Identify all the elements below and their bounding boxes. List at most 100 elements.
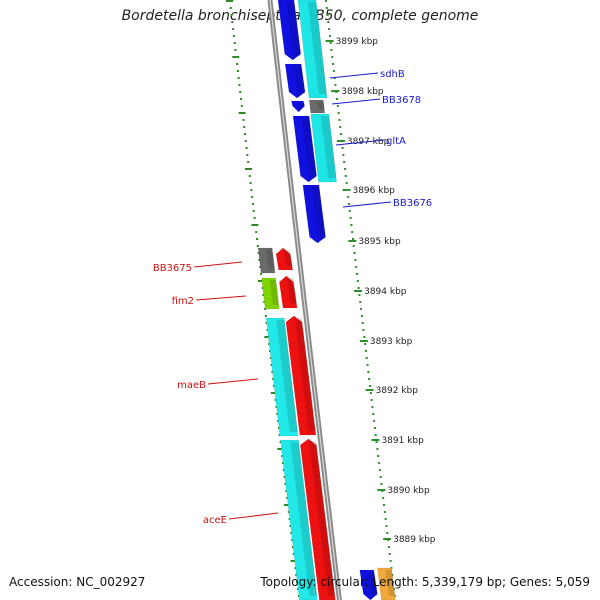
inner-tick: [266, 329, 269, 331]
inner-tick: [255, 231, 258, 233]
outer-tick: [348, 210, 351, 212]
outer-tick: [359, 301, 362, 303]
inner-tick: [268, 343, 271, 345]
outer-tick: [332, 63, 335, 65]
kbp-label: 3890 kbp: [387, 486, 430, 496]
outer-tick: [347, 203, 350, 205]
rna-feature: [261, 277, 280, 310]
outer-tick: [354, 259, 357, 261]
outer-tick: [367, 371, 370, 373]
outer-tick: [364, 343, 367, 345]
forward-feature-shade: [307, 2, 328, 94]
inner-tick: [277, 427, 280, 429]
outer-tick: [366, 364, 369, 366]
outer-tick: [360, 315, 363, 317]
forward-cds: [292, 115, 317, 183]
outer-tick: [363, 336, 366, 338]
kbp-label: 3892 kbp: [376, 386, 419, 396]
gene-leader-line: [228, 512, 279, 520]
kbp-dash: [365, 389, 374, 391]
inner-tick: [250, 189, 253, 191]
outer-tick: [332, 70, 335, 72]
kbp-dash: [336, 140, 345, 142]
outer-tick: [334, 84, 337, 86]
gene-label-bb3675: BB3675: [153, 263, 192, 274]
outer-tick: [374, 434, 377, 436]
forward-cds-shade: [297, 103, 305, 108]
kbp-dash: [383, 538, 392, 540]
outer-tick: [371, 406, 374, 408]
outer-tick: [378, 462, 381, 464]
topology-text: Topology: circular; Length: 5,339,179 bp…: [260, 575, 590, 589]
outer-tick: [329, 42, 332, 44]
inner-tick: [233, 42, 236, 44]
gene-label-fim2: fim2: [172, 296, 194, 307]
inner-tick: [251, 203, 254, 205]
outer-tick: [347, 196, 350, 198]
kbp-dash: [359, 340, 368, 342]
reverse-cds-shade: [283, 250, 293, 266]
forward-cds: [302, 184, 326, 244]
inner-tick: [232, 28, 235, 30]
inner-tick: [282, 469, 285, 471]
inner-tick: [248, 175, 251, 177]
outer-tick: [388, 553, 391, 555]
outer-tick: [327, 21, 330, 23]
outer-tick: [336, 98, 339, 100]
reverse-cds: [275, 247, 294, 271]
forward-cds: [284, 63, 306, 99]
inner-tick: [252, 210, 255, 212]
kbp-label: 3896 kbp: [352, 186, 395, 196]
inner-tick: [281, 455, 284, 457]
outer-tick: [355, 266, 358, 268]
outer-tick: [382, 497, 385, 499]
kbp-dash: [331, 90, 340, 92]
inner-tick: [295, 574, 298, 576]
gene-label-acee: aceE: [203, 515, 227, 526]
outer-tick: [361, 322, 364, 324]
forward-cds: [359, 569, 378, 600]
rna-feature-shade: [269, 280, 280, 305]
forward-feature: [310, 113, 337, 183]
inner-tick: [269, 357, 272, 359]
outer-tick: [380, 483, 383, 485]
outer-tick: [325, 0, 327, 2]
inner-tick: [259, 266, 262, 268]
inner-tick: [253, 217, 256, 219]
rna-feature: [377, 567, 396, 600]
outer-tick: [345, 182, 348, 184]
inner-tick: [243, 126, 246, 128]
kbp-label: 3891 kbp: [381, 436, 424, 446]
inner-tick: [275, 406, 278, 408]
reverse-cds-shade: [287, 278, 298, 304]
outer-tick: [364, 350, 367, 352]
inner-tick: [274, 399, 277, 401]
inner-tick: [285, 490, 288, 492]
outer-tick: [344, 175, 347, 177]
outer-tick: [384, 518, 387, 520]
inner-tick: [294, 567, 297, 569]
inner-tick: [261, 287, 264, 289]
outer-tick: [376, 448, 379, 450]
outer-tick: [373, 420, 376, 422]
outer-tick: [330, 49, 333, 51]
reverse-feature-shade: [276, 320, 298, 432]
inner-tick: [240, 105, 243, 107]
forward-cds-shade: [286, 2, 301, 56]
inner-tick: [292, 553, 295, 555]
inner-tick: [226, 0, 233, 2]
outer-tick: [385, 525, 388, 527]
forward-feature-shade: [320, 116, 337, 178]
feature-layer: [257, 0, 396, 600]
outer-tick: [386, 532, 389, 534]
forward-cds: [277, 0, 302, 61]
inner-tick: [238, 112, 246, 114]
gene-leader-line: [335, 139, 385, 146]
outer-tick: [383, 511, 386, 513]
gene-leader-line: [195, 295, 247, 301]
gene-label-bb3676: BB3676: [393, 198, 432, 209]
inner-tick: [236, 63, 239, 65]
outer-tick: [372, 413, 375, 415]
